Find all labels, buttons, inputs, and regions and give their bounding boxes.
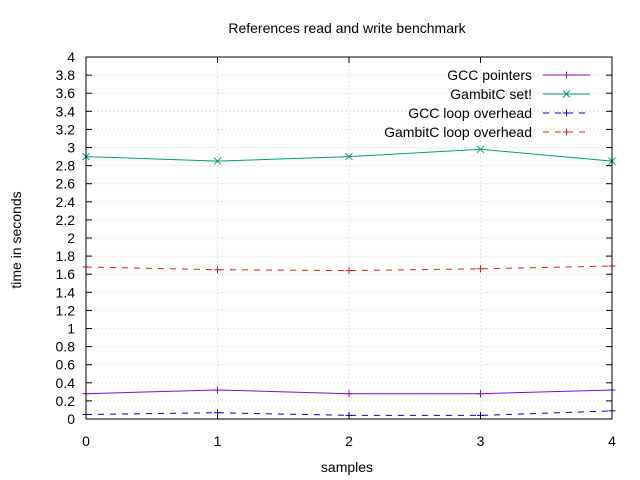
series-3 — [82, 262, 616, 275]
series-line — [85, 265, 613, 272]
x-tick-label: 4 — [608, 433, 616, 449]
legend-entry: GCC pointers — [447, 67, 590, 83]
data-point — [345, 267, 353, 275]
legend-label: GCC loop overhead — [408, 105, 532, 121]
series-0 — [82, 386, 616, 398]
y-axis-label: time in seconds — [8, 191, 24, 288]
legend-marker — [562, 90, 571, 98]
y-tick-label: 0.4 — [56, 375, 76, 391]
legend-entry: GambitC loop overhead — [384, 124, 590, 140]
x-tick-label: 3 — [477, 433, 485, 449]
y-tick-label: 1.6 — [56, 266, 76, 282]
y-tick-label: 1 — [67, 321, 75, 337]
y-tick-label: 3.2 — [56, 121, 76, 137]
y-tick-label: 1.4 — [56, 284, 76, 300]
x-tick-label: 0 — [82, 433, 90, 449]
data-point — [476, 145, 485, 154]
chart-title: References read and write benchmark — [228, 20, 466, 36]
legend-marker — [563, 128, 570, 136]
legend-label: GambitC set! — [450, 86, 532, 102]
y-tick-label: 0.6 — [56, 357, 76, 373]
series-1 — [82, 145, 616, 165]
legend-label: GCC pointers — [447, 67, 532, 83]
series-line — [85, 148, 613, 162]
legend-label: GambitC loop overhead — [384, 124, 532, 140]
data-point — [477, 265, 484, 273]
legend-entry: GambitC set! — [450, 86, 590, 102]
y-tick-label: 2.4 — [56, 194, 76, 210]
y-tick-label: 2.2 — [56, 212, 76, 228]
legend-entry: GCC loop overhead — [408, 105, 590, 121]
x-axis-label: samples — [321, 459, 373, 475]
legend: GCC pointers GambitC set! GCC loop overhea… — [384, 67, 590, 140]
y-tick-label: 0.2 — [56, 393, 76, 409]
y-tick-label: 0.8 — [56, 339, 76, 355]
y-tick-label: 1.8 — [56, 248, 76, 264]
series-line — [85, 410, 613, 416]
x-tick-label: 1 — [214, 433, 222, 449]
y-tick-label: 0 — [67, 411, 75, 427]
data-point — [477, 390, 484, 398]
y-tick-label: 3 — [67, 140, 75, 156]
y-tick-label: 3.6 — [56, 85, 76, 101]
legend-marker — [563, 71, 570, 79]
data-point — [213, 157, 222, 165]
data-point — [214, 386, 221, 394]
legend-marker — [563, 109, 570, 117]
axis-ticks: 0 0.2 0.4 0.6 0.8 1 1.2 1.4 1.6 1.8 2 2.2 2.4 2.6 2.8 3… — [56, 49, 617, 449]
data-point — [345, 390, 353, 398]
y-tick-label: 3.8 — [56, 67, 76, 83]
grid — [86, 57, 612, 419]
y-tick-label: 2 — [67, 230, 75, 246]
y-tick-label: 2.8 — [56, 158, 76, 174]
y-tick-label: 2.6 — [56, 176, 76, 192]
y-tick-label: 3.4 — [56, 103, 76, 119]
data-point — [345, 152, 353, 161]
x-tick-label: 2 — [345, 433, 353, 449]
y-tick-label: 1.2 — [56, 302, 76, 318]
y-tick-label: 4 — [67, 49, 75, 65]
data-point — [214, 266, 221, 274]
